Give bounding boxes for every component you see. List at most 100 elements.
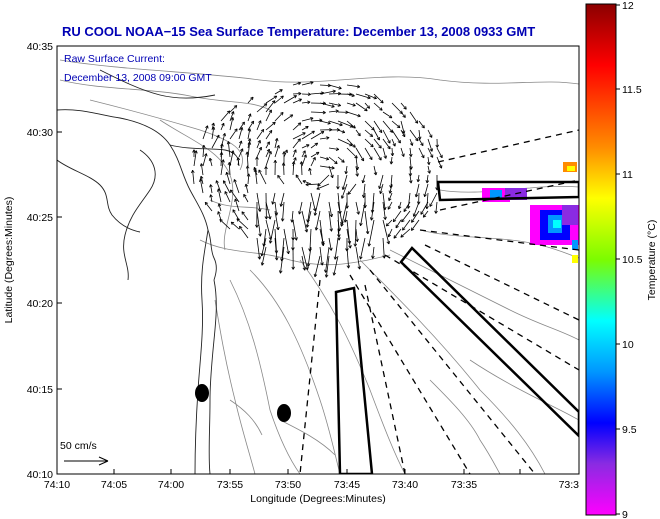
current-vector-head: [233, 105, 237, 107]
current-vector-head: [370, 145, 374, 148]
current-vector-head: [358, 113, 361, 117]
current-vector: [254, 169, 258, 185]
current-vector-head: [367, 97, 371, 100]
current-vector-head: [392, 143, 396, 147]
current-vector-head: [423, 193, 425, 197]
current-vector-head: [306, 144, 310, 148]
current-vector: [328, 165, 334, 178]
current-time: December 13, 2008 09:00 GMT: [64, 72, 212, 84]
current-vector: [309, 168, 312, 176]
current-vector-head: [380, 191, 383, 194]
current-vector-head: [247, 165, 250, 169]
current-vector-head: [349, 92, 353, 95]
current-vector-head: [247, 138, 251, 142]
current-vector-head: [389, 131, 393, 133]
current-vector: [228, 162, 231, 176]
current-vector-head: [224, 133, 226, 137]
current-vector: [382, 138, 391, 150]
current-vector: [319, 84, 331, 86]
current-vector-head: [352, 93, 355, 97]
current-vector: [274, 112, 284, 122]
current-vector: [220, 159, 224, 176]
current-vector-head: [344, 219, 348, 223]
current-vector: [427, 165, 431, 174]
current-vector-head: [322, 112, 326, 115]
current-vector-head: [416, 178, 419, 183]
current-vector-head: [313, 208, 316, 212]
current-vector-head: [357, 238, 359, 242]
current-vector-head: [390, 153, 393, 157]
current-vector-head: [434, 210, 437, 214]
current-vector: [301, 161, 303, 176]
surface-current-vectors: [191, 81, 443, 278]
current-vector-head: [284, 149, 288, 153]
current-vector: [364, 210, 369, 234]
colorbar-gradient: [585, 3, 617, 516]
current-vector-head: [327, 121, 331, 124]
current-vector: [328, 84, 342, 89]
current-vector: [232, 209, 240, 221]
current-vector-head: [332, 272, 335, 276]
current-vector-head: [321, 262, 324, 266]
current-vector: [325, 255, 330, 278]
current-vector: [319, 90, 336, 95]
temperature-colorbar: 12 11.5 11 10.5 10 9.5 9 Temperature (°C…: [585, 0, 658, 519]
current-vector-head: [261, 253, 264, 257]
current-vector-head: [359, 266, 361, 270]
current-vector-head: [298, 91, 302, 94]
current-vector-head: [401, 218, 403, 222]
current-vector-head: [330, 175, 333, 179]
current-vector-head: [263, 103, 267, 105]
current-vector-head: [273, 160, 276, 163]
x-tick-label: 73:55: [217, 479, 243, 491]
current-vector-head: [386, 224, 390, 227]
current-vector: [409, 174, 412, 184]
colorbar-label: Temperature (°C): [646, 220, 658, 301]
current-vector-head: [367, 243, 370, 247]
current-vector: [281, 237, 285, 262]
current-vector-head: [199, 178, 201, 183]
current-vector: [382, 120, 393, 133]
current-vector: [422, 210, 429, 218]
current-vector-head: [234, 198, 236, 202]
current-vector: [234, 198, 240, 212]
current-vector: [310, 119, 323, 122]
current-vector-head: [426, 206, 429, 210]
current-vector-head: [360, 256, 363, 260]
current-vector-head: [232, 150, 235, 154]
current-vector-head: [413, 214, 417, 217]
current-vector-head: [322, 101, 326, 104]
current-vector: [418, 120, 425, 129]
current-vector-head: [320, 241, 324, 245]
current-vector-head: [200, 175, 204, 179]
current-vector-head: [317, 184, 321, 187]
current-vector: [341, 183, 348, 199]
current-vector-head: [276, 138, 279, 142]
current-vector-head: [370, 209, 373, 213]
current-vector: [229, 150, 234, 167]
current-vector-head: [367, 230, 370, 235]
current-vector: [283, 95, 297, 104]
current-vector-head: [215, 180, 217, 184]
current-vector-head: [266, 216, 269, 220]
current-vector-head: [280, 258, 283, 262]
current-vector-head: [217, 188, 221, 192]
current-vector: [390, 156, 393, 165]
current-vector: [274, 89, 283, 95]
current-vector-head: [199, 163, 202, 167]
current-vector-head: [217, 188, 219, 192]
x-axis-label: Longitude (Degrees:Minutes): [250, 493, 385, 505]
current-vector-head: [330, 247, 333, 251]
current-vector-head: [281, 162, 284, 166]
current-vector-head: [369, 157, 373, 161]
current-vector-head: [276, 145, 280, 148]
current-vector-head: [247, 141, 251, 145]
current-vector-head: [327, 123, 331, 125]
current-vector: [355, 246, 361, 270]
current-vector-head: [255, 156, 258, 160]
current-vector: [256, 147, 262, 158]
current-vector-head: [354, 243, 358, 247]
current-vector-head: [250, 120, 254, 123]
current-vector: [306, 210, 312, 228]
current-vector-head: [310, 117, 314, 121]
